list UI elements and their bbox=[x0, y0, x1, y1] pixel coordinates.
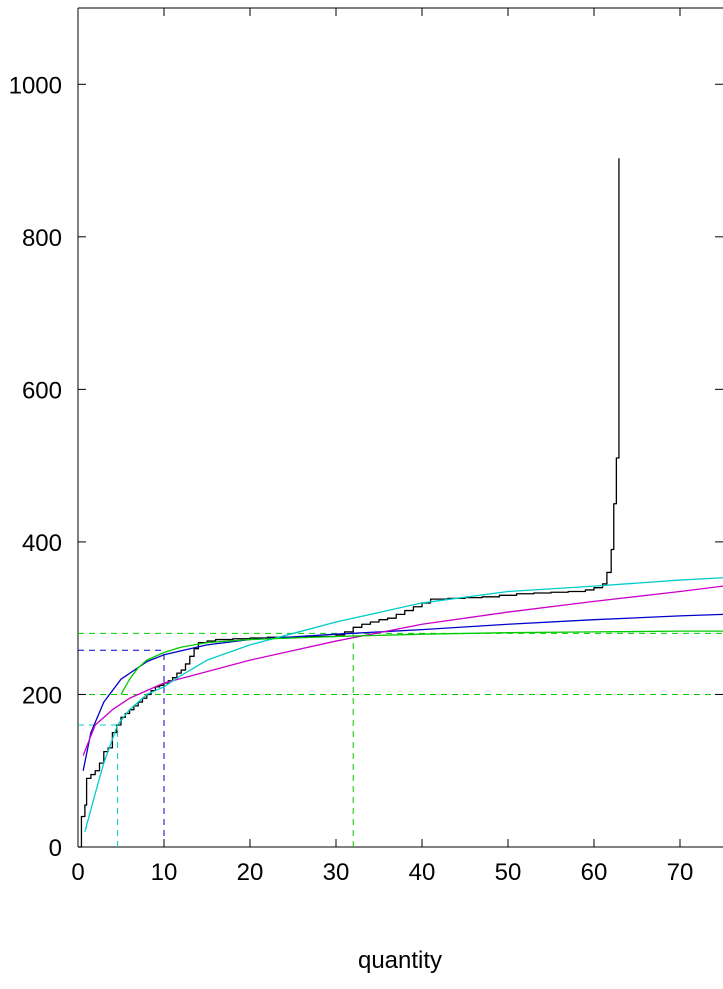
y-tick-label: 600 bbox=[22, 377, 62, 404]
y-tick-label: 800 bbox=[22, 225, 62, 252]
series-line-5 bbox=[120, 630, 723, 695]
x-tick-label: 20 bbox=[237, 859, 264, 886]
x-tick-label: 30 bbox=[323, 859, 350, 886]
x-tick-label: 10 bbox=[151, 859, 178, 886]
y-tick-label: 400 bbox=[22, 530, 62, 557]
x-axis-title: quantity bbox=[358, 947, 442, 974]
y-axis: 0 200 400 600 800 1000 bbox=[9, 72, 723, 862]
y-tick-label: 1000 bbox=[9, 72, 62, 99]
plot-frame bbox=[77, 7, 723, 848]
x-tick-label: 40 bbox=[409, 859, 436, 886]
x-tick-label: 70 bbox=[667, 859, 694, 886]
x-tick-label: 0 bbox=[71, 859, 84, 886]
y-tick-label: 0 bbox=[49, 835, 62, 862]
x-tick-label: 60 bbox=[581, 859, 608, 886]
series-line-4 bbox=[84, 577, 723, 832]
series-layer bbox=[78, 158, 723, 848]
series-line-3 bbox=[82, 585, 723, 756]
reference-lines bbox=[78, 632, 723, 847]
y-tick-label: 200 bbox=[22, 682, 62, 709]
x-tick-label: 50 bbox=[495, 859, 522, 886]
series-line-1 bbox=[78, 158, 620, 848]
series-line-2 bbox=[82, 613, 723, 771]
x-axis: 0 10 20 30 40 50 60 70 bbox=[71, 8, 693, 886]
